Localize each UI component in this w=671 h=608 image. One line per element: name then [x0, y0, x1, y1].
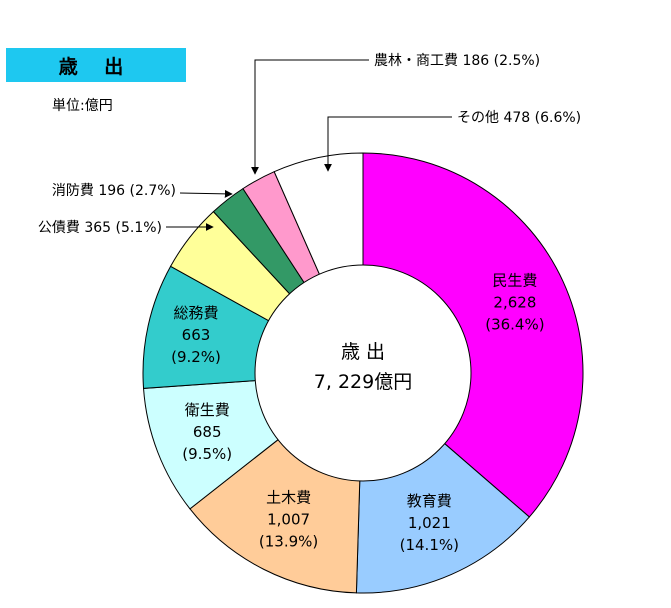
slice-8-callout-label: 農林・商工費 186 (2.5%) — [374, 53, 540, 69]
slice-1-pct: (36.4%) — [485, 316, 544, 334]
slice-3-pct: (13.9%) — [259, 532, 318, 550]
slice-5-value: 663 — [182, 326, 211, 344]
slice-1-value: 2,628 — [493, 294, 536, 312]
slice-5-pct: (9.2%) — [171, 348, 221, 366]
slice-2-name: 教育費 — [407, 492, 452, 510]
slice-7-leader-line — [179, 189, 233, 198]
slice-5-name: 総務費 — [173, 304, 218, 322]
donut-hole — [254, 264, 472, 482]
unit-label: 単位:億円 — [52, 98, 113, 114]
slice-3-value: 1,007 — [267, 510, 310, 528]
slice-3-name: 土木費 — [266, 488, 311, 506]
chart-title-badge: 歳 出 — [6, 48, 186, 82]
slice-4-name: 衛生費 — [185, 401, 230, 419]
slice-2-pct: (14.1%) — [400, 536, 459, 554]
center-title: 歳 出 — [341, 341, 385, 363]
slice-4-value: 685 — [193, 423, 222, 441]
slice-8-leader-line — [251, 59, 369, 175]
slice-7-callout-label: 消防費 196 (2.7%) — [52, 183, 176, 199]
slice-9-callout-label: その他 478 (6.6%) — [457, 110, 581, 126]
center-total: 7, 229億円 — [314, 371, 412, 393]
slice-1-name: 民生費 — [492, 272, 537, 290]
slice-1-wedge — [362, 152, 584, 518]
slice-2-value: 1,021 — [408, 514, 451, 532]
slice-9-leader-line — [324, 116, 452, 172]
slice-6-callout-label: 公債費 365 (5.1%) — [38, 220, 162, 236]
slice-4-pct: (9.5%) — [182, 445, 232, 463]
